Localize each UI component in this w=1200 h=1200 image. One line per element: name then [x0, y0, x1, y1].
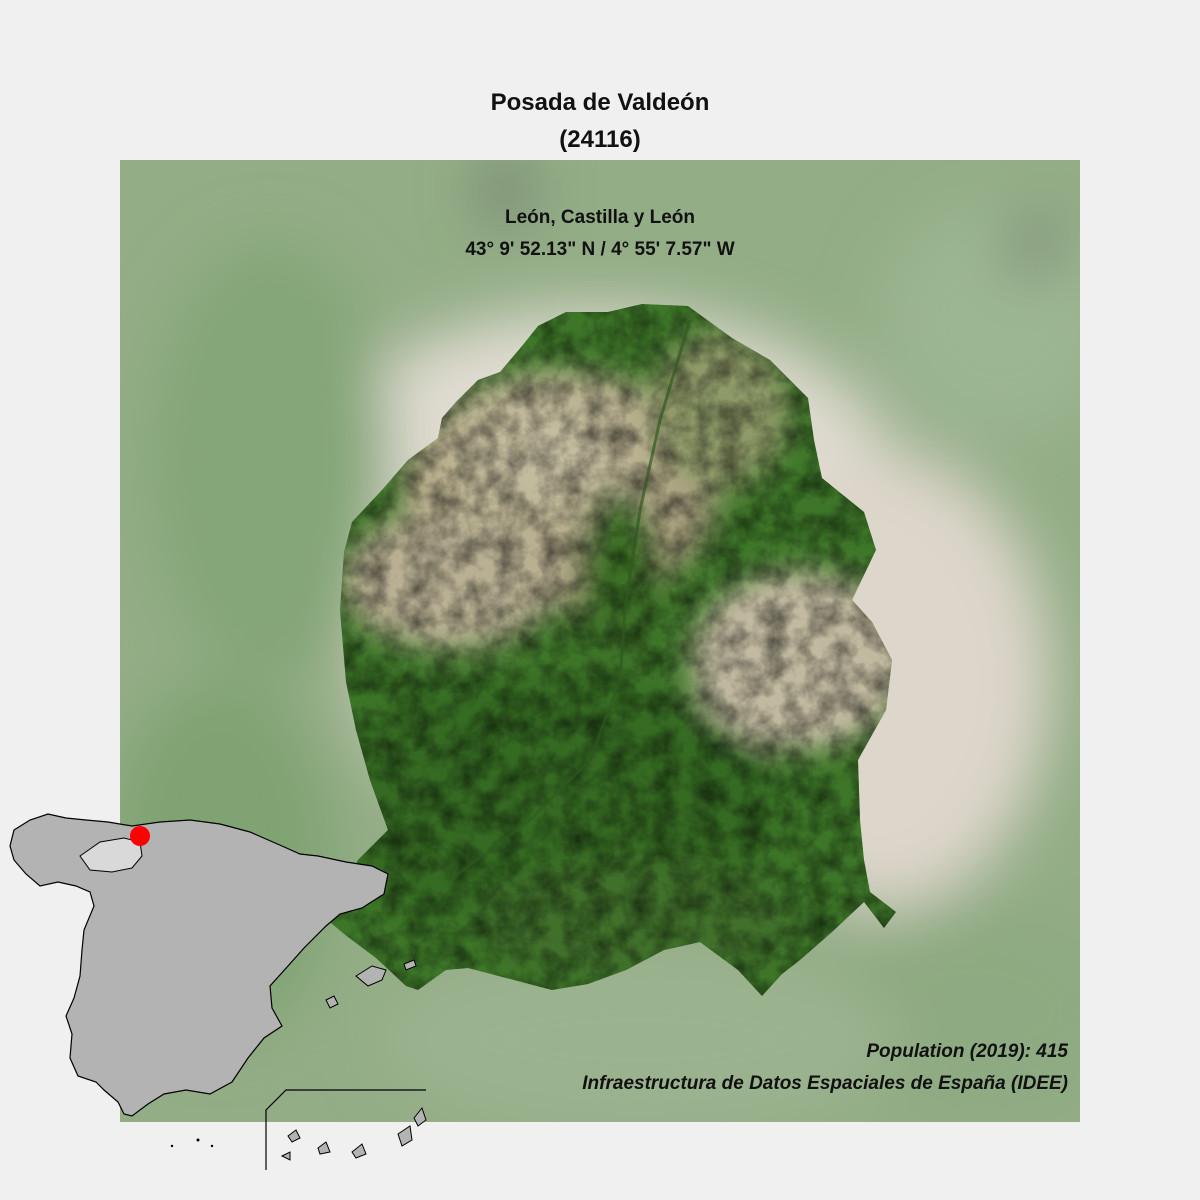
menorca-island — [403, 959, 417, 971]
province-outline — [79, 837, 143, 873]
map-caption: Population (2019): 415 Infraestructura d… — [582, 1036, 1068, 1100]
canary-inset-frame — [265, 1089, 426, 1170]
source-label: Infraestructura de Datos Espaciales de E… — [582, 1073, 1068, 1094]
map-title: Posada de Valdeón (24116) — [0, 84, 1200, 158]
canary-island — [280, 1151, 291, 1161]
small-island — [196, 1138, 200, 1142]
coordinates-label: 43° 9' 52.13" N / 4° 55' 7.57" W — [465, 239, 735, 260]
municipality-code: (24116) — [559, 126, 641, 153]
region-label: León, Castilla y León — [504, 207, 696, 228]
small-island — [170, 1144, 174, 1148]
municipality-name: Posada de Valdeón — [490, 89, 710, 116]
canary-island — [413, 1106, 427, 1127]
spain-outline — [9, 813, 389, 1117]
location-subtitle: León, Castilla y León 43° 9' 52.13" N / … — [0, 202, 1200, 266]
canary-island — [397, 1125, 413, 1147]
small-island — [210, 1144, 214, 1148]
spain-locator-inset — [9, 813, 427, 1170]
canary-island — [317, 1141, 331, 1155]
balearic-islands — [355, 965, 387, 987]
canary-island — [351, 1143, 367, 1159]
red-dot-icon — [130, 826, 150, 846]
population-label: Population (2019): 415 — [866, 1041, 1068, 1062]
canary-island — [287, 1129, 301, 1143]
ibiza-island — [325, 995, 339, 1009]
